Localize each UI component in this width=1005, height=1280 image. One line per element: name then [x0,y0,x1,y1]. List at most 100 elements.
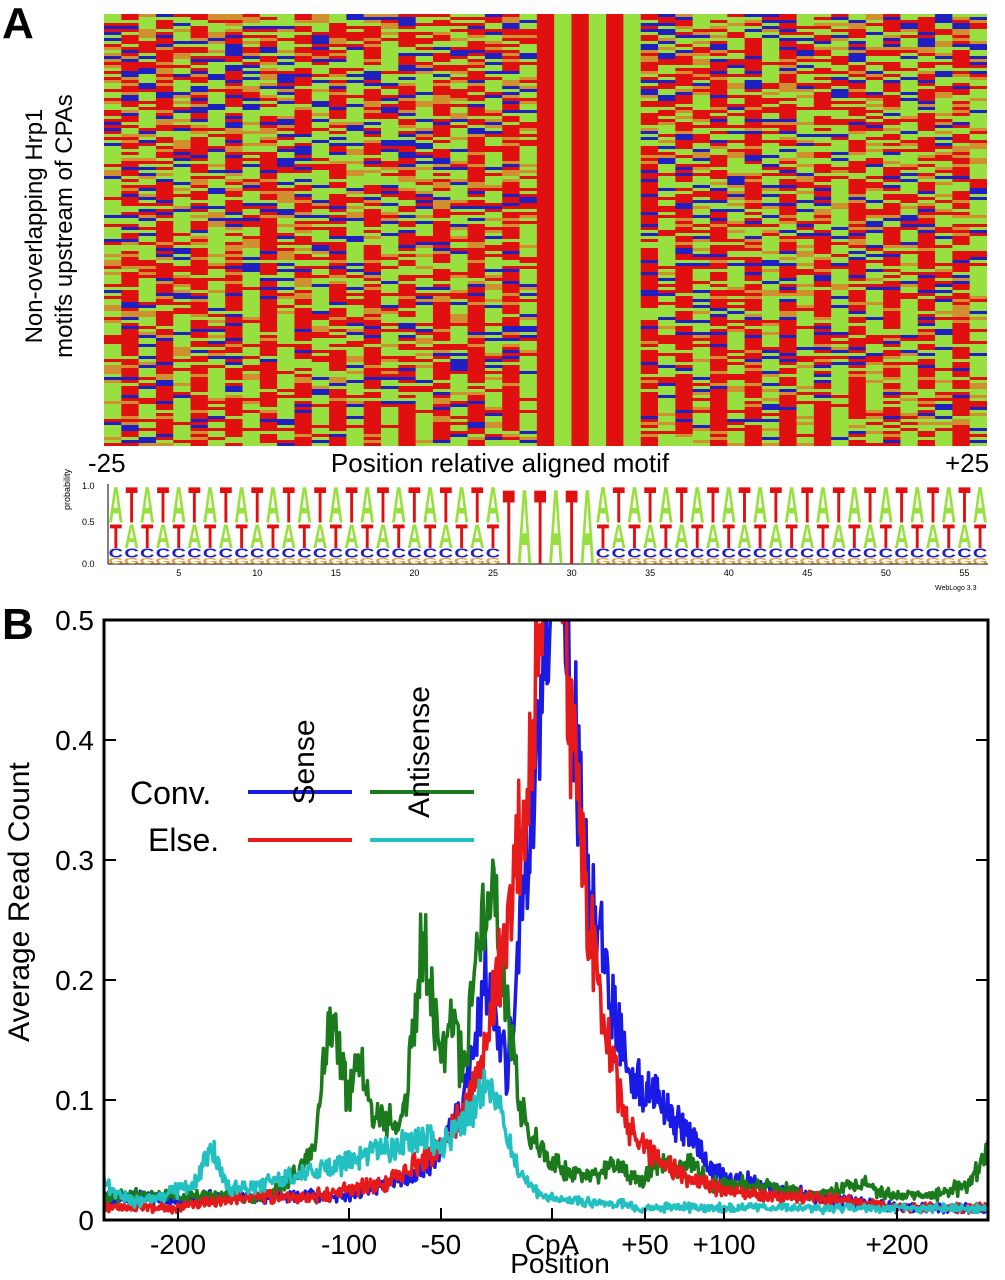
heatmap-cell [450,161,469,164]
heatmap-cell [329,194,347,197]
heatmap-cell [259,392,278,395]
heatmap-cell [225,425,244,428]
heatmap-cell [294,122,313,125]
heatmap-cell [121,146,140,149]
heatmap-cell [207,206,226,209]
heatmap-cell [207,149,226,152]
heatmap-cell [502,206,521,209]
heatmap-cell [502,131,521,134]
heatmap-cell [173,281,192,284]
heatmap-cell [207,440,226,443]
heatmap-cell [640,422,659,425]
heatmap-cell [138,242,157,245]
heatmap-cell [138,53,157,56]
heatmap-cell [398,395,417,398]
heatmap-cell [640,215,659,218]
heatmap-cell [329,302,347,305]
heatmap-cell [138,17,157,20]
heatmap-cell [190,71,209,74]
heatmap-cell [346,20,365,23]
heatmap-cell [727,206,746,209]
heatmap-cell [450,155,469,158]
heatmap-cell [155,254,174,257]
heatmap-cell [138,425,157,428]
heatmap-cell [675,317,694,320]
heatmap-cell [329,62,347,65]
heatmap-cell [761,101,780,104]
heatmap-cell [381,347,399,350]
heatmap-cell [294,56,313,59]
heatmap-cell [121,389,140,392]
heatmap-cell [779,359,798,362]
heatmap-cell [398,38,417,41]
heatmap-cell [173,398,192,401]
heatmap-cell [259,398,278,401]
heatmap-cell [727,302,746,305]
heatmap-cell [173,152,192,155]
heatmap-cell [346,260,365,263]
heatmap-cell [432,395,451,398]
heatmap-cell [155,41,174,44]
heatmap-cell [155,374,174,377]
heatmap-cell [796,107,815,110]
heatmap-cell [104,179,122,182]
heatmap-cell [675,125,694,128]
heatmap-cell [173,386,192,389]
heatmap-cell [311,119,330,122]
heatmap-cell [779,212,798,215]
heatmap-cell [467,431,486,434]
heatmap-motif-column [588,14,607,446]
heatmap-cell [104,233,122,236]
heatmap-cell [311,296,330,299]
heatmap-cell [744,257,763,260]
heatmap-cell [207,185,226,188]
heatmap-cell [173,59,192,62]
heatmap-cell [259,245,278,248]
heatmap-cell [484,260,503,263]
heatmap-cell [329,371,347,374]
heatmap-cell [744,134,763,137]
heatmap-cell [138,212,157,215]
heatmap-cell [692,311,711,314]
heatmap-cell [502,431,521,434]
heatmap-cell [346,215,365,218]
heatmap-cell [294,299,313,302]
heatmap-cell [450,188,469,191]
heatmap-cell [259,389,278,392]
heatmap-cell [381,311,399,314]
heatmap-cell [155,89,174,92]
heatmap-cell [277,149,296,152]
heatmap-cell [432,290,451,293]
heatmap-cell [502,320,521,323]
heatmap-cell [363,47,382,50]
heatmap-cell [415,335,434,338]
heatmap-cell [727,50,746,53]
heatmap-cell [519,308,538,311]
heatmap-cell [329,26,347,29]
heatmap-cell [415,434,434,437]
heatmap-cell [727,152,746,155]
heatmap-cell [155,392,174,395]
heatmap-cell [155,65,174,68]
heatmap-cell [294,158,313,161]
heatmap-cell [467,134,486,137]
heatmap-cell [709,410,728,413]
heatmap-cell [346,299,365,302]
heatmap-cell [744,110,763,113]
heatmap-cell [225,413,244,416]
heatmap-cell [225,338,244,341]
heatmap-cell [259,224,278,227]
heatmap-cell [709,323,728,326]
heatmap-cell [709,353,728,356]
heatmap-cell [467,167,486,170]
heatmap-cell [744,194,763,197]
heatmap-cell [329,242,347,245]
heatmap-cell [311,437,330,440]
heatmap-cell [692,104,711,107]
heatmap-cell [640,401,659,404]
heatmap-cell [138,359,157,362]
heatmap-cell [242,356,261,359]
heatmap-cell [277,236,296,239]
heatmap-cell [346,236,365,239]
heatmap-cell [173,86,192,89]
